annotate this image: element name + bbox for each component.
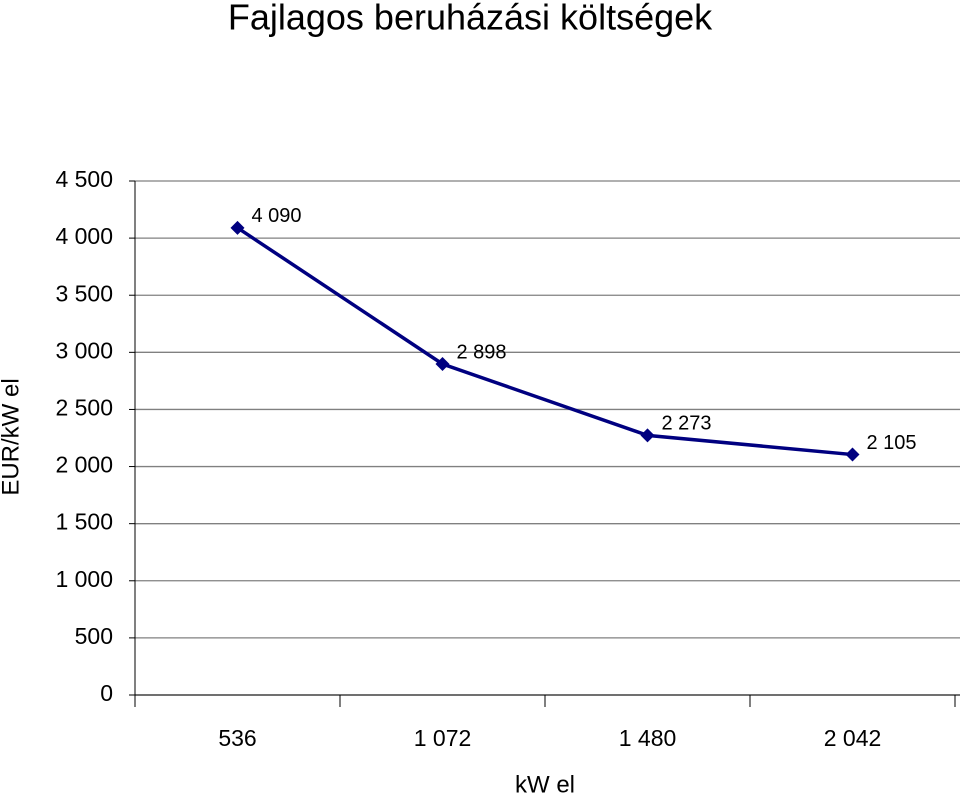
y-tick-label: 4 000 [55,223,113,249]
y-axis-label: EUR/kW el [0,378,24,495]
data-label: 2 273 [662,413,712,435]
data-label: 4 090 [252,205,302,227]
data-label: 2 105 [867,432,917,454]
x-tick-label: 1 072 [414,725,472,751]
y-tick-label: 1 000 [55,566,113,592]
marker [845,447,860,462]
marker [435,356,450,371]
x-tick-label: 1 480 [619,725,677,751]
x-axis-label: kW el [515,771,575,798]
x-tick-label: 536 [218,725,256,751]
y-tick-label: 2 500 [55,395,113,421]
y-tick-label: 0 [100,680,113,706]
y-tick-label: 3 000 [55,337,113,363]
marker [640,428,655,443]
y-tick-label: 4 500 [55,166,113,192]
y-tick-label: 500 [75,623,113,649]
y-tick-label: 3 500 [55,280,113,306]
y-tick-label: 2 000 [55,452,113,478]
x-tick-label: 2 042 [824,725,882,751]
data-label: 2 898 [457,341,507,363]
y-tick-label: 1 500 [55,509,113,535]
line [236,226,853,457]
chart-title: Fajlagos beruházási költségek [228,0,713,38]
marker [230,220,245,235]
